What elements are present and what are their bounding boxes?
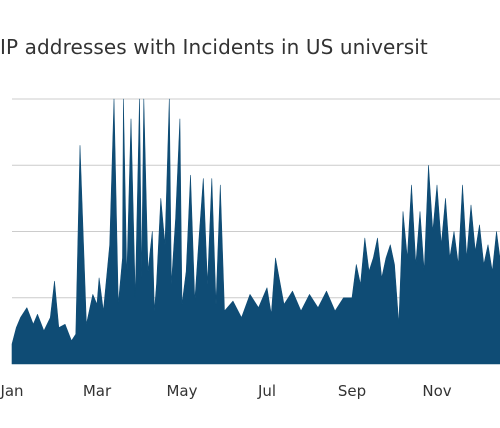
x-tick-label-jul: Jul [257, 382, 276, 400]
chart-title: IP addresses with Incidents in US univer… [0, 35, 428, 59]
x-tick-label-may: May [166, 382, 197, 400]
series-area-1 [11, 98, 500, 365]
x-axis-ticks: Jan Mar May Jul Sep Nov [0, 382, 452, 400]
x-tick-label-mar: Mar [83, 382, 112, 400]
x-tick-label-sep: Sep [338, 382, 366, 400]
x-tick-label-nov: Nov [422, 382, 451, 400]
x-tick-label-jan: Jan [0, 382, 24, 400]
series-area [11, 98, 500, 365]
